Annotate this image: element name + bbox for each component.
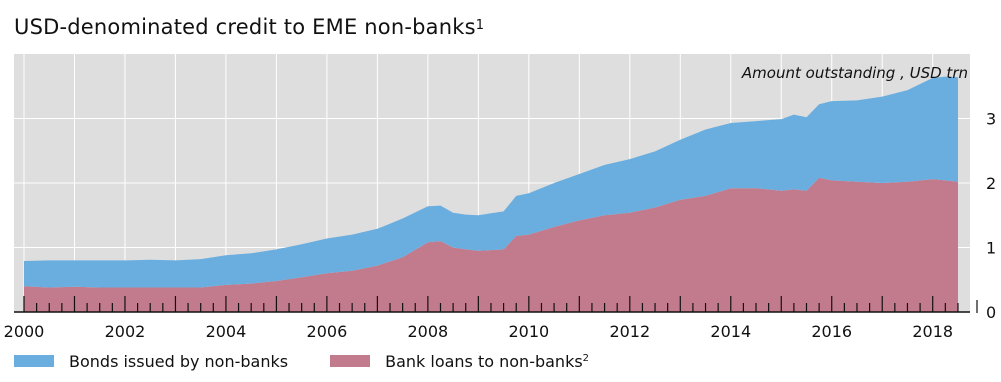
x-tick-label-2006: 2006 xyxy=(307,322,348,341)
x-tick-label-2008: 2008 xyxy=(408,322,449,341)
y-tick-label-1: 1 xyxy=(986,239,996,258)
x-tick-label-2004: 2004 xyxy=(206,322,247,341)
y-tick-label-3: 3 xyxy=(986,110,996,129)
y-tick-label-0: 0 xyxy=(986,303,996,322)
chart-legend: Bonds issued by non-banks Bank loans to … xyxy=(14,349,631,373)
x-tick-label-2000: 2000 xyxy=(4,322,45,341)
legend-item-bonds: Bonds issued by non-banks xyxy=(14,352,288,371)
chart-title: USD-denominated credit to EME non-banks1 xyxy=(14,13,484,41)
chart-annotation: Amount outstanding , USD trn xyxy=(741,64,968,82)
chart-title-text: USD-denominated credit to EME non-banks xyxy=(14,15,476,39)
x-tick-label-2012: 2012 xyxy=(609,322,650,341)
legend-label-bonds: Bonds issued by non-banks xyxy=(69,351,289,371)
legend-label-bank-loans: Bank loans to non-banks xyxy=(385,351,583,371)
legend-item-bank-loans: Bank loans to non-banks 2 xyxy=(330,352,589,371)
x-tick-label-2016: 2016 xyxy=(811,322,852,341)
legend-swatch-bank-loans xyxy=(330,355,371,367)
legend-swatch-bonds xyxy=(14,355,54,367)
area-series-bank-loans-to-non-banks xyxy=(24,177,958,312)
x-tick-label-2002: 2002 xyxy=(105,322,146,341)
legend-footnote-bank-loans: 2 xyxy=(582,352,590,364)
x-tick-label-2014: 2014 xyxy=(710,322,751,341)
y-tick-label-2: 2 xyxy=(986,174,996,193)
x-tick-label-2018: 2018 xyxy=(912,322,953,341)
chart-title-footnote: 1 xyxy=(475,18,485,33)
area-series-bonds-issued-by-non-banks xyxy=(24,76,958,288)
x-tick-label-2010: 2010 xyxy=(508,322,549,341)
